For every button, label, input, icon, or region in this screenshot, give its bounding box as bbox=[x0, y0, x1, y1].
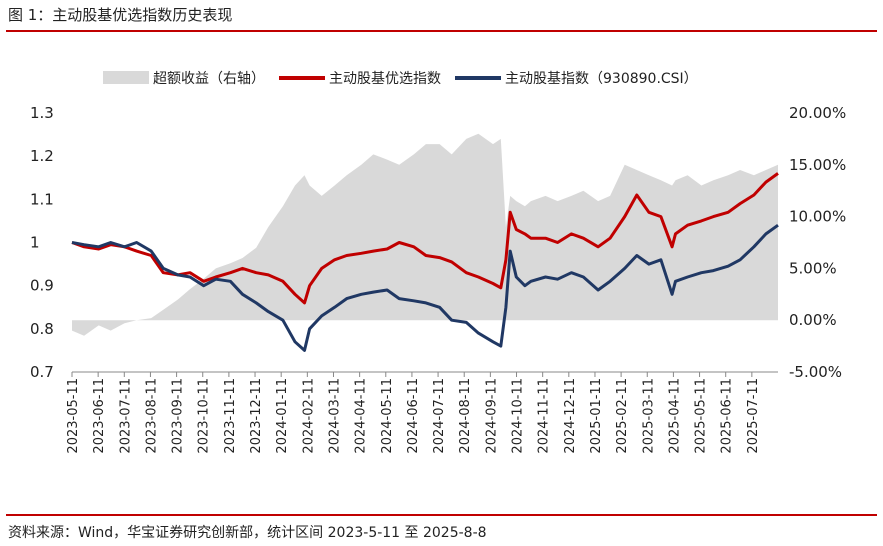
legend: 超额收益（右轴） 主动股基优选指数 主动股基指数（930890.CSI） bbox=[103, 70, 698, 87]
y-left-tick-label: 0.9 bbox=[30, 277, 54, 295]
x-tick-label: 2024-07-11 bbox=[432, 378, 447, 454]
x-tick-label: 2025-01-11 bbox=[589, 378, 604, 454]
y-left-tick-label: 1 bbox=[30, 234, 40, 252]
x-tick-label: 2025-02-11 bbox=[615, 378, 630, 454]
y-right-tick-label: 15.00% bbox=[789, 156, 846, 174]
series-area-0 bbox=[72, 133, 778, 336]
x-tick-label: 2024-08-11 bbox=[458, 378, 473, 454]
x-tick-label: 2024-11-11 bbox=[537, 378, 552, 454]
x-tick-label: 2024-10-11 bbox=[511, 378, 526, 454]
top-rule bbox=[6, 30, 877, 32]
excess-return-area-layer bbox=[72, 133, 778, 336]
x-tick-label: 2023-10-11 bbox=[197, 378, 212, 454]
x-tick-label: 2023-06-11 bbox=[92, 378, 107, 454]
bottom-rule bbox=[6, 514, 877, 516]
x-tick-label: 2025-03-11 bbox=[641, 378, 656, 454]
x-tick-label: 2024-09-11 bbox=[484, 378, 499, 454]
x-tick-label: 2024-12-11 bbox=[563, 378, 578, 454]
index-lines-layer bbox=[71, 172, 779, 352]
x-tick-label: 2023-08-11 bbox=[144, 378, 159, 454]
y-right-tick-label: 10.00% bbox=[789, 208, 846, 226]
x-tick-label: 2023-05-11 bbox=[66, 378, 81, 454]
source-note: 资料来源：Wind，华宝证券研究创新部，统计区间 2023-5-11 至 202… bbox=[8, 525, 487, 541]
y-left-tick-label: 0.7 bbox=[30, 363, 54, 381]
legend-label-1: 主动股基优选指数 bbox=[329, 70, 441, 87]
series-line-1 bbox=[71, 172, 779, 305]
legend-label-0: 超额收益（右轴） bbox=[153, 71, 265, 87]
x-tick-label: 2025-05-11 bbox=[694, 378, 709, 454]
x-tick-label: 2025-04-11 bbox=[667, 378, 682, 454]
y-left-tick-label: 1.1 bbox=[30, 190, 54, 208]
y-right-tick-label: 0.00% bbox=[789, 311, 837, 329]
legend-swatch-0 bbox=[103, 71, 149, 84]
y-right-tick-label: -5.00% bbox=[789, 363, 842, 381]
x-tick-label: 2024-04-11 bbox=[354, 378, 369, 454]
x-tick-label: 2024-06-11 bbox=[406, 378, 421, 454]
axes-layer: 0.7 0.8 0.9 1 1.1 1.2 1.3 -5.00% 0.00% 5.00% 10.00… bbox=[30, 104, 846, 454]
legend-label-2: 主动股基指数（930890.CSI） bbox=[505, 70, 698, 87]
x-tick-label: 2023-07-11 bbox=[118, 378, 133, 454]
x-tick-label: 2025-06-11 bbox=[720, 378, 735, 454]
y-left-tick-label: 1.2 bbox=[30, 147, 54, 165]
x-tick-label: 2024-01-11 bbox=[275, 378, 290, 454]
y-left-tick-label: 0.8 bbox=[30, 320, 54, 338]
x-tick-label: 2023-12-11 bbox=[249, 378, 264, 454]
x-tick-label: 2024-02-11 bbox=[301, 378, 316, 454]
x-tick-label: 2023-11-11 bbox=[223, 378, 238, 454]
series-line-2 bbox=[71, 223, 779, 352]
y-right-tick-label: 5.00% bbox=[789, 259, 837, 277]
y-left-tick-label: 1.3 bbox=[30, 104, 54, 122]
figure-title: 图 1：主动股基优选指数历史表现 bbox=[8, 6, 233, 24]
y-right-tick-label: 20.00% bbox=[789, 104, 846, 122]
x-tick-label: 2025-07-11 bbox=[746, 378, 761, 454]
x-tick-label: 2024-05-11 bbox=[380, 378, 395, 454]
x-tick-label: 2023-09-11 bbox=[171, 378, 186, 454]
x-tick-label: 2024-03-11 bbox=[327, 378, 342, 454]
